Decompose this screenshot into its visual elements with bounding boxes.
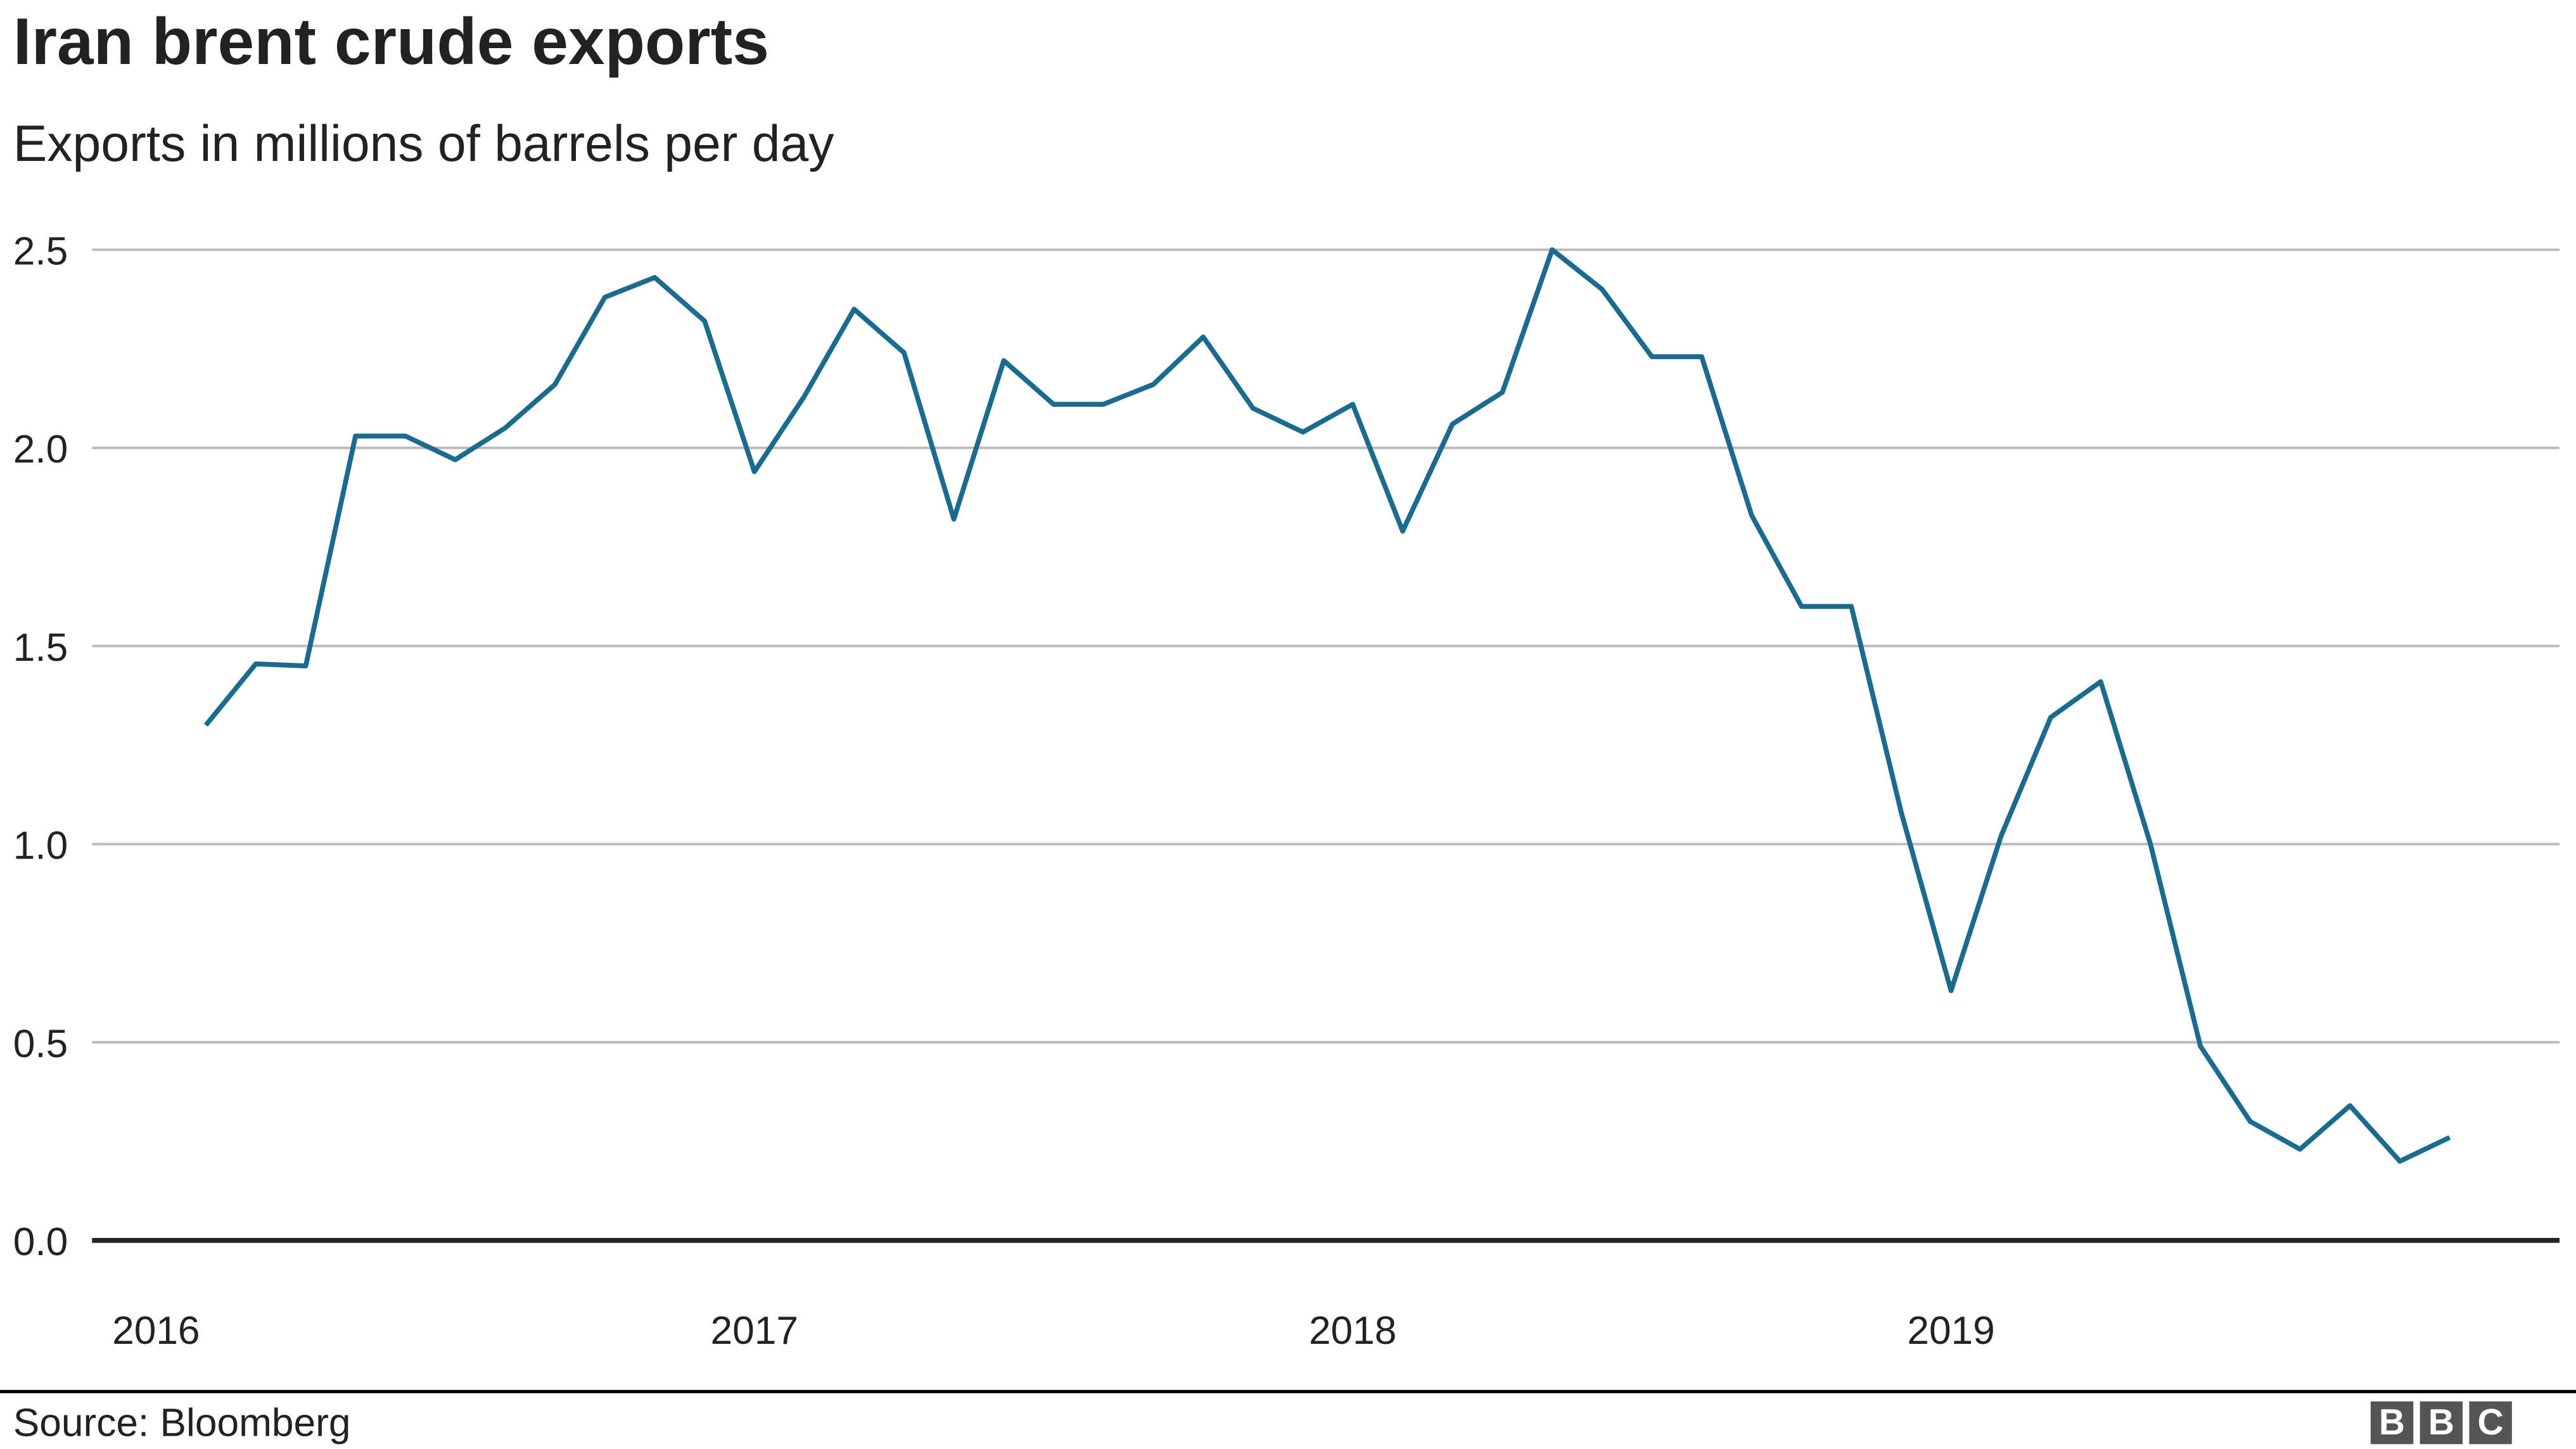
data-point xyxy=(903,352,905,354)
y-tick-label: 0.5 xyxy=(13,1022,68,1066)
y-tick-label: 0.0 xyxy=(13,1220,68,1264)
data-point xyxy=(853,309,855,310)
data-point xyxy=(455,459,456,460)
data-point xyxy=(2250,1121,2251,1122)
data-point xyxy=(2449,1137,2450,1138)
data-point xyxy=(355,435,356,437)
data-point xyxy=(804,396,805,397)
data-point xyxy=(2200,1046,2201,1047)
data-point xyxy=(1801,606,1802,607)
data-point xyxy=(953,519,954,520)
data-point xyxy=(1103,404,1104,405)
data-point xyxy=(405,435,406,437)
data-point xyxy=(1502,392,1503,393)
x-tick-label: 2018 xyxy=(1309,1309,1396,1353)
bbc-logo: B B C xyxy=(2370,1401,2512,1445)
data-point xyxy=(255,663,257,665)
line-chart: 0.0 0.5 1.0 1.5 2.0 2.5 2016 2017 2018 2019 xyxy=(13,229,2560,1353)
x-tick-label: 2016 xyxy=(112,1309,200,1353)
chart-title: Iran brent crude exports xyxy=(13,6,769,79)
data-point xyxy=(305,665,306,667)
data-point xyxy=(754,471,755,472)
source-note: Source: Bloomberg xyxy=(13,1401,351,1446)
data-point xyxy=(1851,606,1852,607)
x-tick-label: 2019 xyxy=(1907,1309,1994,1353)
y-tick-label: 1.5 xyxy=(13,626,68,670)
logo-letter: B xyxy=(2420,1401,2463,1445)
x-tick-label: 2017 xyxy=(711,1309,798,1353)
data-point xyxy=(1202,336,1204,338)
logo-letter: B xyxy=(2370,1401,2414,1445)
chart-subtitle: Exports in millions of barrels per day xyxy=(13,115,834,173)
y-tick-label: 1.0 xyxy=(13,824,68,868)
series-line xyxy=(203,247,2451,1164)
data-point xyxy=(604,297,605,298)
data-point xyxy=(1901,812,1902,813)
y-tick-label: 2.0 xyxy=(13,428,68,471)
logo-letter: C xyxy=(2469,1401,2512,1445)
y-tick-label: 2.5 xyxy=(13,229,68,273)
footer-divider xyxy=(0,1389,2576,1393)
data-point xyxy=(2150,844,2151,845)
